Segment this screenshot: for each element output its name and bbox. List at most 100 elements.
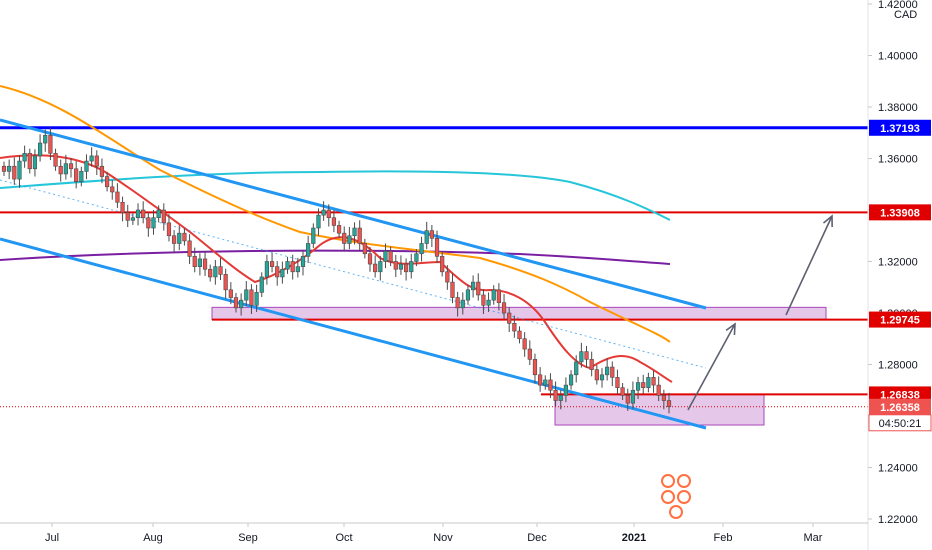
candle xyxy=(429,224,434,248)
candle-body xyxy=(517,330,522,340)
candle-body xyxy=(548,379,553,391)
candle-body xyxy=(589,359,594,370)
candle-body xyxy=(295,266,300,273)
candle xyxy=(300,250,306,276)
support-zone[interactable] xyxy=(554,393,765,426)
candle xyxy=(115,183,120,208)
candle-body xyxy=(187,240,192,257)
time-tick-label: Jul xyxy=(45,532,59,544)
candle xyxy=(491,285,496,305)
channel-lower-line[interactable] xyxy=(0,237,707,430)
candle-body xyxy=(450,281,455,298)
candle xyxy=(74,161,79,189)
time-tick-label: Aug xyxy=(143,532,163,544)
time-tick-label: Nov xyxy=(433,532,453,544)
candle xyxy=(666,392,672,414)
candle-body xyxy=(1,165,7,172)
candle xyxy=(599,368,605,388)
candle-body xyxy=(352,227,357,237)
candle xyxy=(641,374,646,395)
candle-body xyxy=(84,160,89,172)
candle-body xyxy=(120,201,125,213)
candle-body xyxy=(146,217,151,229)
candle xyxy=(651,370,656,393)
economic-event-markers[interactable] xyxy=(661,474,691,519)
price-tick-label: 1.22000 xyxy=(878,514,918,526)
candle-body xyxy=(37,142,43,157)
event-flag-icon[interactable] xyxy=(661,474,675,488)
candle xyxy=(264,254,270,285)
candle-body xyxy=(393,261,398,270)
candle-body xyxy=(429,230,434,239)
candle-body xyxy=(259,276,264,293)
channel-upper-line[interactable] xyxy=(0,118,707,310)
candle xyxy=(182,228,187,246)
candle-body xyxy=(17,160,22,180)
candle-body xyxy=(620,387,625,396)
candle-body xyxy=(280,268,285,278)
candle xyxy=(476,273,481,301)
arrow-head xyxy=(725,322,736,336)
candle-body xyxy=(285,261,290,270)
candle xyxy=(94,150,99,175)
price-tag[interactable]: 1.37193 xyxy=(869,119,931,136)
currency-label: CAD xyxy=(894,9,917,21)
event-flag-icon[interactable] xyxy=(677,474,691,488)
candle-body xyxy=(218,266,223,275)
candle xyxy=(275,260,280,286)
projection-arrow-1[interactable] xyxy=(687,322,736,411)
price-tag[interactable]: 1.26838 xyxy=(869,386,931,403)
candle-body xyxy=(507,312,512,324)
candle xyxy=(99,158,105,184)
candle-body xyxy=(414,253,419,262)
candle-body xyxy=(574,361,579,376)
price-axis[interactable]: 1.420001.400001.380001.360001.340001.320… xyxy=(868,0,932,526)
price-level-lines xyxy=(0,126,868,408)
candle-body xyxy=(666,400,672,408)
resistance-zone[interactable] xyxy=(211,306,827,320)
price-tag-bg xyxy=(869,204,931,221)
candle xyxy=(434,230,440,264)
price-tick-label: 1.36000 xyxy=(878,154,918,166)
candle-body xyxy=(7,165,12,172)
time-axis[interactable]: Jul Aug Sep Oct Nov Dec 2021 Feb Mar xyxy=(45,523,823,544)
candle xyxy=(254,284,259,312)
candle xyxy=(383,243,388,269)
time-tick-label: 2021 xyxy=(622,532,646,544)
candle xyxy=(53,148,58,171)
price-tick-label: 1.40000 xyxy=(878,51,918,63)
candle-body xyxy=(306,243,311,257)
event-flag-icon[interactable] xyxy=(677,490,691,504)
price-tag[interactable]: 1.29745 xyxy=(869,311,931,328)
candle xyxy=(326,204,331,227)
candle-body xyxy=(646,377,651,388)
candle xyxy=(202,251,208,276)
event-flag-icon[interactable] xyxy=(669,505,683,519)
candle-body xyxy=(568,374,574,386)
candle-body xyxy=(512,322,517,332)
candle xyxy=(512,315,517,338)
candle-body xyxy=(481,294,486,306)
candle xyxy=(440,251,445,277)
candle-body xyxy=(347,235,352,244)
candle xyxy=(455,291,460,317)
event-flag-icon[interactable] xyxy=(661,490,675,504)
candle xyxy=(110,180,115,200)
price-tag[interactable]: 1.33908 xyxy=(869,204,931,221)
candle-body xyxy=(192,256,197,267)
candle-body xyxy=(177,232,182,244)
candle xyxy=(120,196,125,222)
candlestick-series xyxy=(1,127,672,414)
candle-body xyxy=(336,225,342,234)
price-tag-text: 1.26358 xyxy=(880,402,920,414)
projection-arrow-2[interactable] xyxy=(785,214,833,316)
candle xyxy=(239,293,244,316)
candle xyxy=(12,157,17,185)
candle xyxy=(373,255,378,278)
current-price-tag[interactable]: 1.26358 xyxy=(869,398,931,415)
candle xyxy=(486,292,491,312)
candle xyxy=(553,381,558,407)
candle-body xyxy=(208,268,213,278)
candle xyxy=(130,213,135,225)
